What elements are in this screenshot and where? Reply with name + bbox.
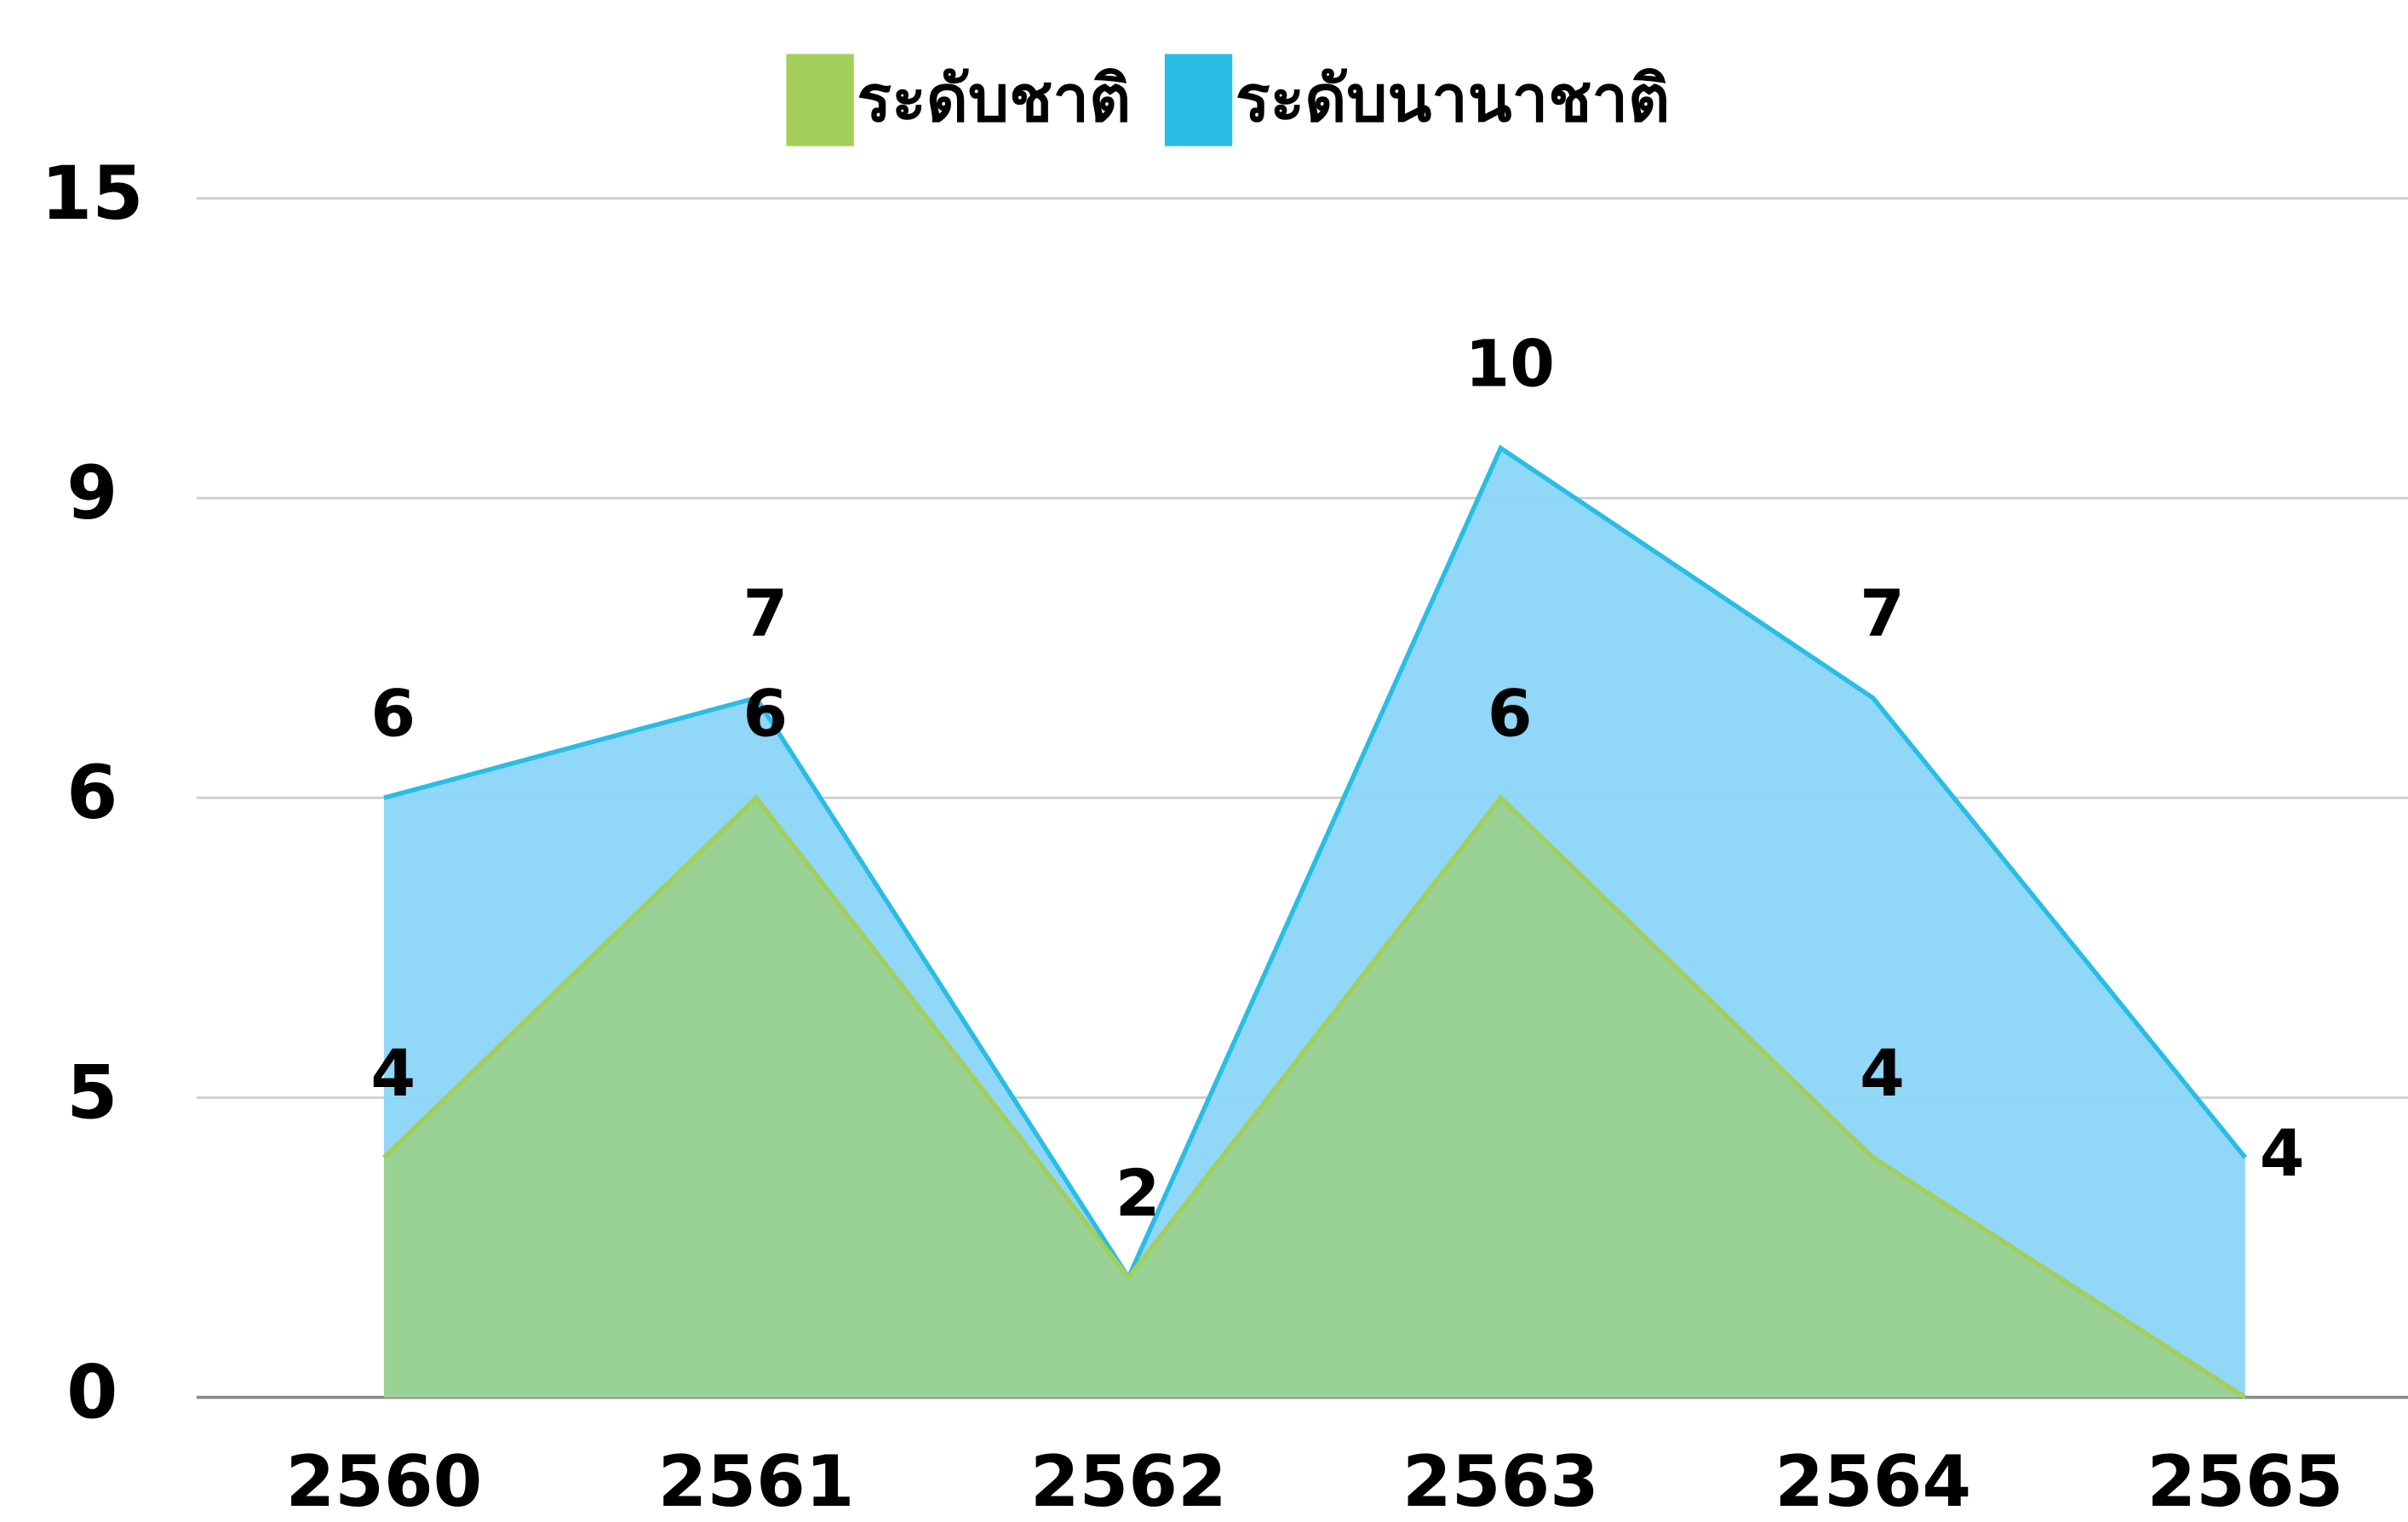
legend-label: ระดับชาติ [857,61,1131,136]
x-tick-label: 2561 [658,1440,855,1522]
data-label: 2 [1115,1156,1161,1231]
data-label: 4 [370,1036,416,1111]
data-label: 7 [743,576,788,651]
x-tick-label: 2562 [1030,1440,1227,1522]
legend-label: ระดับนานาชาติ [1236,61,1670,136]
area [383,798,2245,1398]
y-tick-label: 15 [41,152,143,237]
y-tick-label: 0 [66,1351,118,1436]
data-label: 10 [1465,327,1555,402]
data-label: 4 [2260,1116,2305,1191]
data-label: 4 [1860,1036,1905,1111]
y-tick-label: 5 [66,1050,118,1136]
data-label: 6 [370,676,416,751]
x-tick-label: 2564 [1774,1440,1971,1522]
data-label: 6 [743,676,788,751]
data-label: 7 [1860,576,1905,651]
line [382,794,2247,1399]
legend-swatch [786,54,854,146]
x-tick-label: 2560 [285,1440,482,1522]
y-tick-label: 9 [66,451,118,536]
y-tick-label: 6 [66,751,118,836]
x-tick-label: 2563 [1402,1440,1599,1522]
data-label: 6 [1488,676,1533,751]
line [383,444,2247,1283]
x-tick-label: 2565 [2147,1440,2343,1522]
legend-swatch [1164,54,1233,146]
